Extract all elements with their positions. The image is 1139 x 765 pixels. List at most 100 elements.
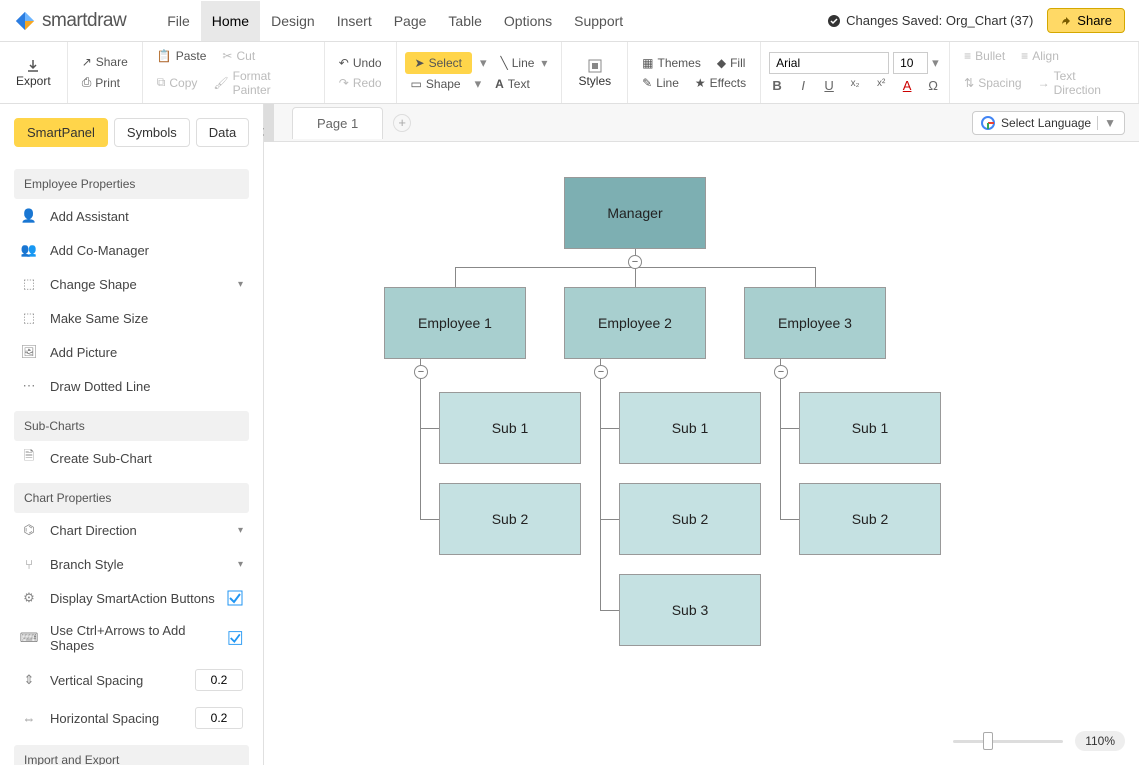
font-select[interactable] [769, 52, 889, 74]
workspace: SmartPanelSymbolsData✕ Employee Properti… [0, 104, 1139, 765]
emp-item-0[interactable]: 👤Add Assistant [14, 199, 249, 233]
connector [600, 610, 619, 611]
shape-dropdown[interactable]: ▾ [471, 76, 486, 92]
symbol-button[interactable]: Ω [925, 78, 941, 93]
node-s12[interactable]: Sub 2 [439, 483, 581, 555]
node-s31[interactable]: Sub 1 [799, 392, 941, 464]
share-small-icon: ↗ [82, 55, 92, 69]
vspacing-input[interactable] [195, 669, 243, 691]
underline-button[interactable]: U [821, 78, 837, 93]
item-icon: ⬚ [20, 309, 38, 327]
share-button[interactable]: Share [1047, 8, 1125, 33]
bold-button[interactable]: B [769, 78, 785, 93]
checkbox-checked-icon [228, 630, 243, 646]
connector [420, 359, 421, 519]
font-color-button[interactable]: A [899, 78, 915, 93]
collapse-button[interactable]: − [594, 365, 608, 379]
brush-icon: 🖌 [213, 76, 228, 90]
add-page-button[interactable]: + [393, 114, 411, 132]
node-manager[interactable]: Manager [564, 177, 706, 249]
page-tab-1[interactable]: Page 1 [292, 107, 383, 139]
styles-button[interactable]: Styles [570, 54, 619, 92]
font-size-select[interactable] [893, 52, 928, 74]
select-dropdown[interactable]: ▾ [476, 55, 491, 71]
node-emp2[interactable]: Employee 2 [564, 287, 706, 359]
node-s21[interactable]: Sub 1 [619, 392, 761, 464]
collapse-button[interactable]: − [774, 365, 788, 379]
text-direction-button[interactable]: →Text Direction [1032, 66, 1130, 100]
menu-page[interactable]: Page [383, 1, 438, 41]
panel-tab-symbols[interactable]: Symbols [114, 118, 190, 147]
print-button[interactable]: ⎙Print [76, 72, 134, 93]
panel-tab-data[interactable]: Data [196, 118, 249, 147]
fill-button[interactable]: ◆Fill [711, 53, 752, 73]
canvas[interactable]: Manager Employee 1 Employee 2 Employee 3 Sub… [264, 142, 1139, 765]
text-tool-button[interactable]: AText [489, 74, 536, 94]
bullet-icon: ≡ [964, 49, 971, 63]
zoom-value[interactable]: 110% [1075, 731, 1125, 751]
zoom-thumb[interactable] [983, 732, 993, 750]
create-subchart-item[interactable]: 🗎Create Sub-Chart [14, 441, 249, 475]
panel-tab-smartpanel[interactable]: SmartPanel [14, 118, 108, 147]
emp-item-3[interactable]: ⬚Make Same Size [14, 301, 249, 335]
copy-button[interactable]: ⧉Copy [151, 72, 204, 93]
redo-button[interactable]: ↷Redo [333, 73, 388, 93]
line-format-button[interactable]: ✎Line [636, 73, 685, 93]
emp-item-4[interactable]: 🖼Add Picture [14, 335, 249, 369]
branch-style-item[interactable]: ⑂Branch Style▾ [14, 547, 249, 581]
subscript-button[interactable]: x₂ [847, 78, 863, 93]
format-painter-button[interactable]: 🖌Format Painter [207, 66, 315, 100]
ribbon-group-font: ▾ B I U x₂ x² A Ω [761, 42, 950, 103]
shape-icon: ▭ [411, 77, 422, 91]
emp-item-1[interactable]: 👥Add Co-Manager [14, 233, 249, 267]
undo-button[interactable]: ↶Undo [333, 53, 388, 73]
node-emp3[interactable]: Employee 3 [744, 287, 886, 359]
ribbon: Export ↗Share ⎙Print 📋Paste ✂Cut ⧉Copy 🖌… [0, 42, 1139, 104]
align-icon: ≡ [1021, 49, 1028, 63]
paste-icon: 📋 [157, 49, 172, 63]
themes-button[interactable]: ▦Themes [636, 53, 707, 73]
ctrlarrows-toggle[interactable]: ⌨Use Ctrl+Arrows to Add Shapes [14, 615, 249, 661]
menu-design[interactable]: Design [260, 1, 326, 41]
paste-button[interactable]: 📋Paste [151, 46, 213, 66]
superscript-button[interactable]: x² [873, 78, 889, 93]
menu-file[interactable]: File [156, 1, 201, 41]
ribbon-group-shareprint: ↗Share ⎙Print [68, 42, 143, 103]
effects-button[interactable]: ★Effects [689, 73, 752, 93]
hspacing-input[interactable] [195, 707, 243, 729]
select-tool-button[interactable]: ➤Select [405, 52, 472, 74]
menu-support[interactable]: Support [563, 1, 634, 41]
connector [780, 519, 799, 520]
connector [780, 428, 799, 429]
align-button[interactable]: ≡Align [1015, 46, 1065, 66]
emp-item-2[interactable]: ⬚Change Shape▾ [14, 267, 249, 301]
emp-item-5[interactable]: ⋯Draw Dotted Line [14, 369, 249, 403]
bullet-button[interactable]: ≡Bullet [958, 46, 1011, 66]
node-s22[interactable]: Sub 2 [619, 483, 761, 555]
menu-table[interactable]: Table [437, 1, 492, 41]
share-ribbon-button[interactable]: ↗Share [76, 52, 134, 72]
zoom-slider[interactable] [953, 740, 1063, 743]
shape-tool-button[interactable]: ▭Shape [405, 74, 467, 94]
export-button[interactable]: Export [8, 54, 59, 92]
collapse-button[interactable]: − [628, 255, 642, 269]
panel-scroll[interactable]: Employee Properties 👤Add Assistant👥Add C… [0, 161, 263, 765]
font-size-dropdown[interactable]: ▾ [932, 55, 939, 71]
chart-direction-item[interactable]: ⌬Chart Direction▾ [14, 513, 249, 547]
cut-button[interactable]: ✂Cut [216, 46, 261, 66]
menu-insert[interactable]: Insert [326, 1, 383, 41]
spacing-button[interactable]: ⇅Spacing [958, 73, 1027, 93]
ribbon-group-clipboard: 📋Paste ✂Cut ⧉Copy 🖌Format Painter [143, 42, 325, 103]
language-select[interactable]: Select Language ▼ [972, 111, 1125, 135]
node-s11[interactable]: Sub 1 [439, 392, 581, 464]
gear-icon: ⚙ [20, 589, 38, 607]
node-s23[interactable]: Sub 3 [619, 574, 761, 646]
smartaction-toggle[interactable]: ⚙Display SmartAction Buttons [14, 581, 249, 615]
line-tool-button[interactable]: ╲Line▾ [495, 53, 554, 73]
italic-button[interactable]: I [795, 78, 811, 93]
node-s32[interactable]: Sub 2 [799, 483, 941, 555]
menu-options[interactable]: Options [493, 1, 563, 41]
node-emp1[interactable]: Employee 1 [384, 287, 526, 359]
menu-home[interactable]: Home [201, 1, 260, 41]
collapse-button[interactable]: − [414, 365, 428, 379]
